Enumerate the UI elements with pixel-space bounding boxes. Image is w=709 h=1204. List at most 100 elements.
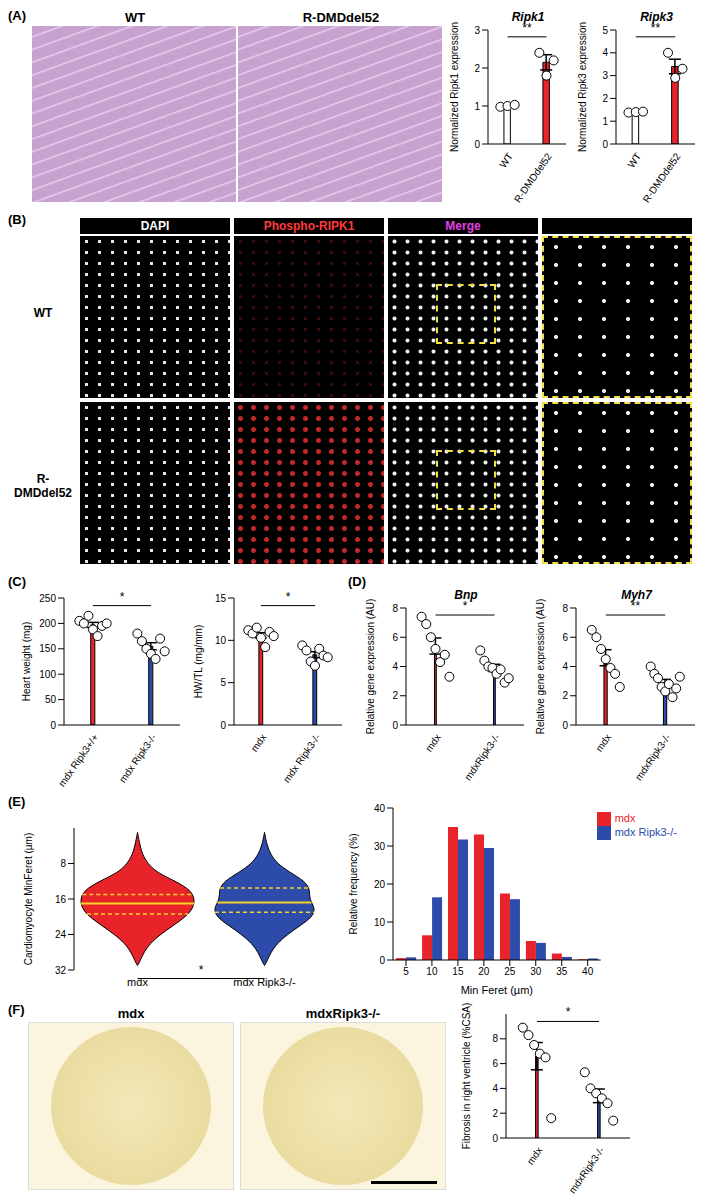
html-text:mdxRipk3-/-: mdxRipk3-/- bbox=[305, 1006, 381, 1021]
svg-text:10: 10 bbox=[374, 917, 386, 928]
svg-text:100: 100 bbox=[39, 669, 56, 680]
html-text:Ripk1: Ripk1 bbox=[511, 10, 545, 24]
svg-text:32: 32 bbox=[55, 965, 67, 976]
svg-text:30: 30 bbox=[530, 966, 542, 977]
svg-text:mdx: mdx bbox=[127, 976, 148, 988]
svg-text:mdx Ripk3-/-: mdx Ripk3-/- bbox=[117, 732, 159, 785]
svg-text:mdx Ripk3+/+: mdx Ripk3+/+ bbox=[56, 732, 100, 789]
svg-text:4: 4 bbox=[602, 47, 608, 58]
svg-text:3: 3 bbox=[474, 25, 480, 36]
svg-text:16: 16 bbox=[55, 894, 67, 905]
svg-text:0: 0 bbox=[562, 720, 568, 731]
svg-text:mdxRipk3-/-: mdxRipk3-/- bbox=[633, 732, 673, 782]
svg-text:15: 15 bbox=[452, 966, 464, 977]
svg-text:Normalized Ripk1 expression: Normalized Ripk1 expression bbox=[449, 22, 460, 152]
svg-text:Min Feret (µm): Min Feret (µm) bbox=[461, 984, 533, 996]
svg-text:5: 5 bbox=[602, 25, 608, 36]
svg-text:2: 2 bbox=[562, 690, 568, 701]
svg-text:Relative frequency (%): Relative frequency (%) bbox=[348, 833, 359, 934]
html-text:(E): (E) bbox=[8, 794, 26, 809]
svg-text:24: 24 bbox=[55, 929, 67, 940]
svg-text:**: ** bbox=[651, 21, 661, 35]
svg-text:2: 2 bbox=[392, 690, 398, 701]
svg-text:10: 10 bbox=[426, 966, 438, 977]
svg-text:40: 40 bbox=[374, 803, 386, 814]
html-text:R-DMDdel52: R-DMDdel52 bbox=[302, 10, 380, 25]
svg-text:2: 2 bbox=[602, 93, 608, 104]
html-text:(C): (C) bbox=[8, 574, 26, 589]
svg-text:*: * bbox=[463, 599, 468, 613]
html-text:(A): (A) bbox=[8, 8, 26, 23]
html-text:(B): (B) bbox=[8, 212, 26, 227]
html-text:R-DMDdel52: R-DMDdel52 bbox=[14, 472, 72, 500]
svg-text:8: 8 bbox=[492, 1033, 498, 1044]
svg-text:Normalized Ripk3 expression: Normalized Ripk3 expression bbox=[577, 22, 588, 152]
html-text:(F): (F) bbox=[8, 1002, 25, 1017]
svg-text:150: 150 bbox=[39, 643, 56, 654]
svg-text:mdx: mdx bbox=[593, 732, 613, 754]
svg-text:35: 35 bbox=[556, 966, 568, 977]
svg-text:*: * bbox=[566, 1005, 571, 1019]
svg-text:25: 25 bbox=[504, 966, 516, 977]
html-text:WT: WT bbox=[124, 10, 146, 25]
svg-text:*: * bbox=[120, 590, 125, 604]
svg-text:HW/TL (mg/mm): HW/TL (mg/mm) bbox=[193, 625, 204, 699]
svg-text:1: 1 bbox=[602, 116, 608, 127]
svg-text:mdxRipk3-/-: mdxRipk3-/- bbox=[567, 1145, 607, 1194]
svg-text:8: 8 bbox=[60, 858, 66, 869]
svg-text:8: 8 bbox=[562, 603, 568, 614]
svg-text:2: 2 bbox=[474, 63, 480, 74]
svg-text:8: 8 bbox=[392, 603, 398, 614]
svg-text:4: 4 bbox=[492, 1083, 498, 1094]
svg-text:0: 0 bbox=[392, 720, 398, 731]
html-text:Ripk3: Ripk3 bbox=[640, 10, 673, 24]
svg-text:**: ** bbox=[522, 21, 532, 35]
svg-text:6: 6 bbox=[392, 632, 398, 643]
svg-text:5: 5 bbox=[220, 677, 226, 688]
svg-text:Cardiomyocyte MinFeret (µm): Cardiomyocyte MinFeret (µm) bbox=[23, 833, 34, 965]
svg-text:3: 3 bbox=[602, 70, 608, 81]
svg-text:WT: WT bbox=[497, 151, 515, 170]
svg-text:15: 15 bbox=[215, 593, 227, 604]
svg-text:0: 0 bbox=[602, 139, 608, 150]
svg-text:Relative gene expression (AU): Relative gene expression (AU) bbox=[365, 599, 376, 735]
svg-text:20: 20 bbox=[374, 879, 386, 890]
svg-text:0: 0 bbox=[220, 720, 226, 731]
svg-text:Fibrosis in right ventricle (%: Fibrosis in right ventricle (%CSA) bbox=[461, 1003, 472, 1150]
svg-text:30: 30 bbox=[374, 841, 386, 852]
svg-text:4: 4 bbox=[562, 661, 568, 672]
svg-text:2: 2 bbox=[492, 1108, 498, 1119]
svg-text:R-DMDdel52: R-DMDdel52 bbox=[512, 151, 554, 205]
svg-text:0: 0 bbox=[50, 720, 56, 731]
svg-text:6: 6 bbox=[562, 632, 568, 643]
svg-text:Heart weight (mg): Heart weight (mg) bbox=[21, 622, 32, 701]
svg-text:250: 250 bbox=[39, 593, 56, 604]
svg-text:mdx Ripk3-/-: mdx Ripk3-/- bbox=[233, 976, 296, 988]
svg-text:0: 0 bbox=[474, 139, 480, 150]
svg-text:mdx: mdx bbox=[423, 732, 443, 754]
svg-text:1: 1 bbox=[474, 101, 480, 112]
html-text:DAPI: DAPI bbox=[140, 219, 170, 233]
svg-text:mdxRipk3-/-: mdxRipk3-/- bbox=[462, 732, 502, 782]
svg-text:40: 40 bbox=[582, 966, 594, 977]
svg-text:20: 20 bbox=[478, 966, 490, 977]
svg-text:0: 0 bbox=[379, 955, 385, 966]
svg-text:*: * bbox=[286, 590, 291, 604]
svg-text:0: 0 bbox=[492, 1133, 498, 1144]
svg-text:mdx Ripk3-/-: mdx Ripk3-/- bbox=[281, 732, 323, 785]
html-text:mdx: mdx bbox=[117, 1006, 145, 1021]
svg-text:WT: WT bbox=[625, 151, 643, 170]
svg-text:mdx: mdx bbox=[525, 1145, 545, 1167]
svg-text:mdx: mdx bbox=[249, 732, 269, 754]
svg-text:**: ** bbox=[631, 599, 641, 613]
svg-text:50: 50 bbox=[45, 694, 57, 705]
svg-text:5: 5 bbox=[403, 966, 409, 977]
svg-text:6: 6 bbox=[492, 1058, 498, 1069]
svg-text:*: * bbox=[199, 963, 204, 977]
svg-text:R-DMDdel52: R-DMDdel52 bbox=[641, 151, 683, 205]
html-text:(D): (D) bbox=[348, 574, 366, 589]
svg-text:4: 4 bbox=[392, 661, 398, 672]
svg-text:Relative gene expression (AU): Relative gene expression (AU) bbox=[535, 599, 546, 735]
svg-text:10: 10 bbox=[215, 635, 227, 646]
svg-text:200: 200 bbox=[39, 618, 56, 629]
